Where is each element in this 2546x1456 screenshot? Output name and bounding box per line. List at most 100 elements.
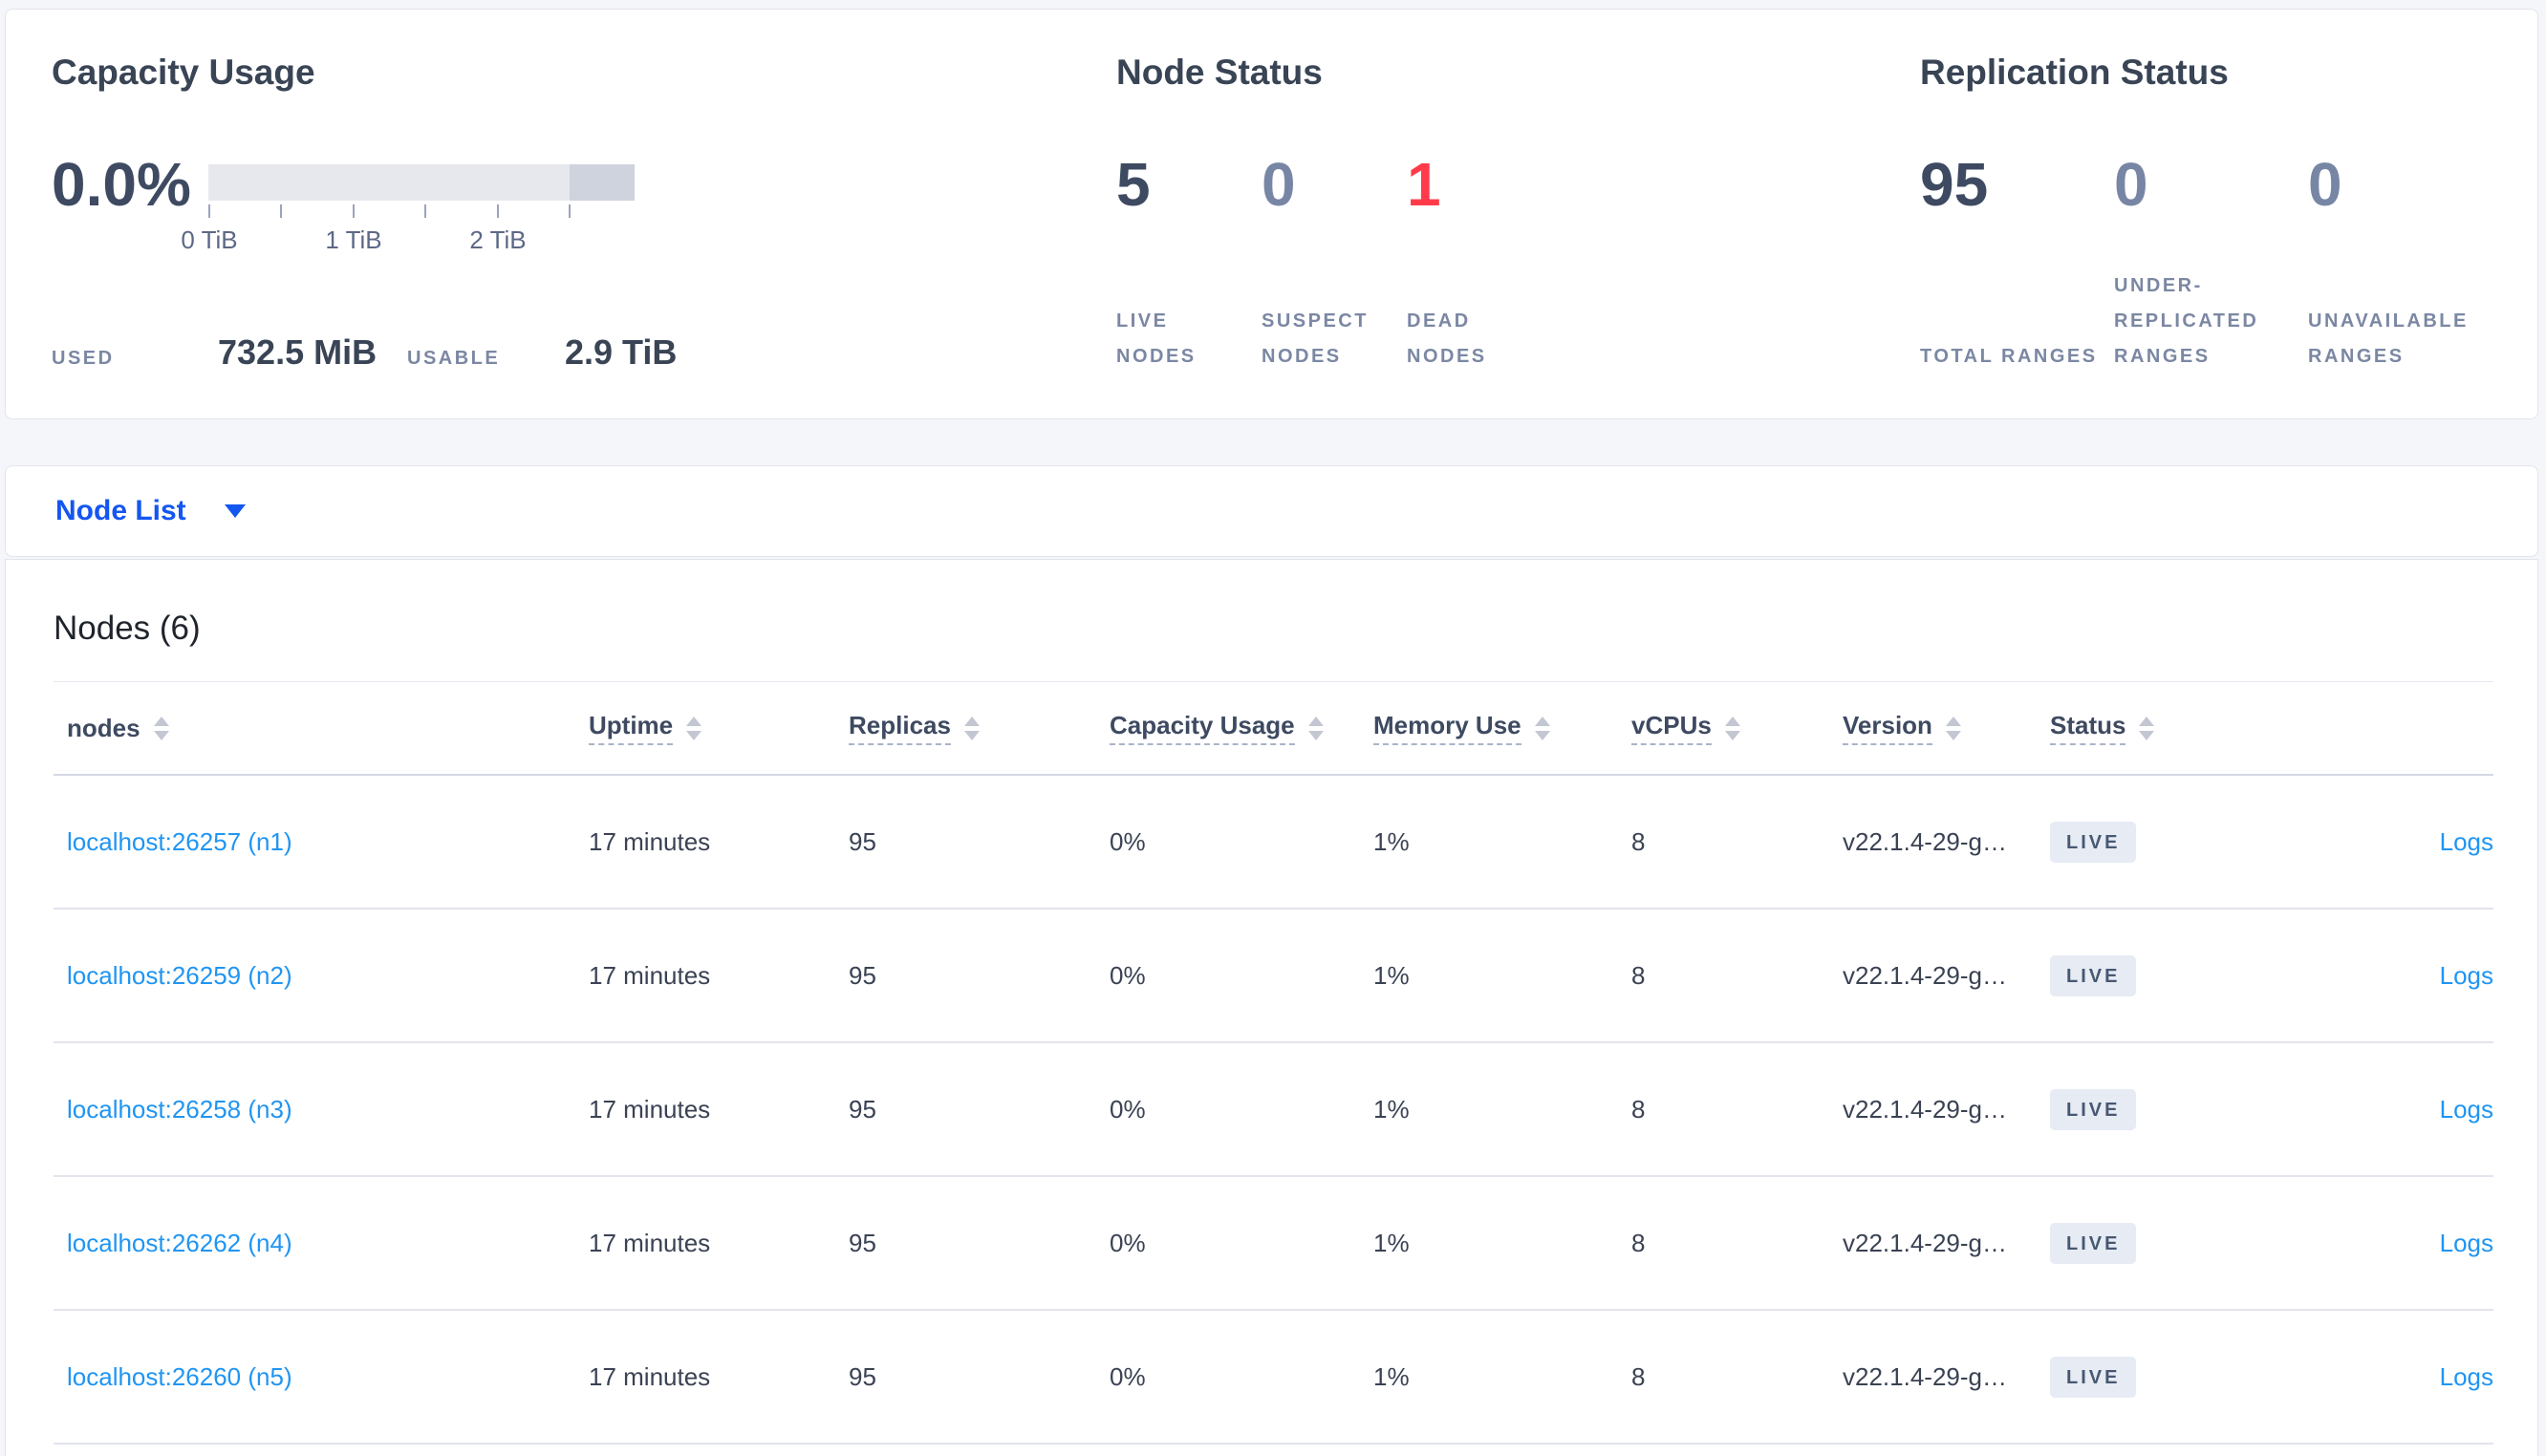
status-badge: LIVE [2050, 821, 2137, 863]
table-row: localhost:26262 (n4) 17 minutes 95 0% 1% 8 v22… [54, 1177, 2493, 1311]
sort-icon[interactable] [686, 716, 702, 740]
cell-uptime: 17 minutes [589, 1229, 849, 1258]
cell-node: localhost:26257 (n1) [54, 827, 589, 857]
status-badge: LIVE [2050, 1088, 2137, 1130]
cell-value: 17 minutes [589, 1094, 711, 1124]
capacity-percent-value: 0.0% [52, 150, 191, 219]
stat-value: 1 [1407, 150, 1441, 219]
cell-value: 8 [1631, 960, 1646, 990]
node-status-stats: 5 LIVE NODES 0 SUSPECT NODES 1 DEAD NODES [1116, 147, 1878, 375]
status-badge: LIVE [2050, 1222, 2137, 1264]
sort-icon[interactable] [1724, 716, 1740, 740]
sort-icon[interactable] [153, 716, 169, 740]
cell-version: v22.1.4-29-g… [1843, 961, 2050, 991]
logs-link[interactable]: Logs [2439, 826, 2493, 856]
cell-logs: Logs [2279, 1229, 2493, 1258]
cell-replicas: 95 [849, 1229, 1110, 1258]
column-header-vcpus[interactable]: vCPUs [1631, 711, 1843, 745]
capacity-usage-bar [208, 164, 635, 201]
cell-status: LIVE [2050, 821, 2279, 863]
sort-icon[interactable] [1307, 716, 1324, 740]
node-link[interactable]: localhost:26262 (n4) [67, 1228, 292, 1257]
cell-capacity_usage: 0% [1110, 1095, 1373, 1124]
view-selector-dropdown[interactable]: Node List [5, 465, 2538, 557]
cell-replicas: 95 [849, 1095, 1110, 1124]
cell-value: 1% [1373, 1361, 1410, 1391]
stat-value: 0 [2308, 150, 2342, 219]
cell-value: 1% [1373, 826, 1410, 856]
stat-value: 0 [2114, 150, 2148, 219]
cell-capacity_usage: 0% [1110, 827, 1373, 857]
column-header-status[interactable]: Status [2050, 711, 2279, 745]
cell-value: 95 [849, 1361, 876, 1391]
view-selector-label[interactable]: Node List [55, 495, 186, 526]
logs-link[interactable]: Logs [2439, 1361, 2493, 1391]
cell-value: 17 minutes [589, 1228, 711, 1257]
sort-icon[interactable] [1945, 716, 1961, 740]
capacity-usage-panel: Capacity Usage 0.0% 0 TiB 1 TiB 2 TiB US… [6, 10, 1074, 418]
chevron-down-icon [224, 504, 246, 518]
cell-uptime: 17 minutes [589, 961, 849, 991]
cell-memory_use: 1% [1373, 961, 1631, 991]
summary-stat: 5 LIVE NODES [1116, 147, 1262, 375]
replication-status-title: Replication Status [1920, 53, 2229, 92]
column-header-capacity_usage[interactable]: Capacity Usage [1110, 711, 1373, 745]
column-header-version[interactable]: Version [1843, 711, 2050, 745]
summary-stat: 0 UNAVAILABLE RANGES [2308, 147, 2502, 375]
cell-capacity_usage: 0% [1110, 961, 1373, 991]
node-link[interactable]: localhost:26258 (n3) [67, 1094, 292, 1124]
cell-version: v22.1.4-29-g… [1843, 1362, 2050, 1392]
capacity-usage-bar-chart: 0 TiB 1 TiB 2 TiB [181, 164, 635, 254]
logs-link[interactable]: Logs [2439, 960, 2493, 990]
cell-node: localhost:26258 (n3) [54, 1095, 589, 1124]
cell-value: v22.1.4-29-g… [1843, 1094, 2007, 1124]
nodes-section-title: Nodes (6) [54, 610, 201, 647]
axis-label-2tib: 2 TiB [469, 225, 527, 254]
logs-link[interactable]: Logs [2439, 1228, 2493, 1257]
cell-capacity_usage: 0% [1110, 1362, 1373, 1392]
cell-value: 17 minutes [589, 960, 711, 990]
cell-value: 95 [849, 960, 876, 990]
cell-memory_use: 1% [1373, 1229, 1631, 1258]
sort-icon[interactable] [963, 716, 980, 740]
cell-value: 1% [1373, 960, 1410, 990]
cell-vcpus: 8 [1631, 827, 1843, 857]
logs-link[interactable]: Logs [2439, 1094, 2493, 1124]
cell-value: 0% [1110, 960, 1146, 990]
used-label: USED [52, 348, 115, 369]
sort-icon[interactable] [2139, 716, 2155, 740]
cluster-summary-card: Capacity Usage 0.0% 0 TiB 1 TiB 2 TiB US… [5, 9, 2538, 419]
section-divider [54, 681, 2493, 682]
cell-value: 0% [1110, 1228, 1146, 1257]
cell-memory_use: 1% [1373, 827, 1631, 857]
node-link[interactable]: localhost:26257 (n1) [67, 826, 292, 856]
column-header-replicas[interactable]: Replicas [849, 711, 1110, 745]
node-link[interactable]: localhost:26259 (n2) [67, 960, 292, 990]
cell-value: v22.1.4-29-g… [1843, 960, 2007, 990]
table-body: localhost:26257 (n1) 17 minutes 95 0% 1% 8 v22… [54, 776, 2493, 1445]
cell-value: 17 minutes [589, 826, 711, 856]
usable-value: 2.9 TiB [565, 332, 678, 372]
stat-value: 0 [1262, 150, 1296, 219]
cell-status: LIVE [2050, 954, 2279, 996]
cell-vcpus: 8 [1631, 1362, 1843, 1392]
sort-icon[interactable] [1534, 716, 1550, 740]
stat-label: LIVE NODES [1116, 310, 1197, 367]
column-header-label: Uptime [589, 711, 674, 745]
nodes-list-card: Nodes (6) nodes Uptime Replicas Capacity Us… [5, 559, 2538, 1456]
cell-uptime: 17 minutes [589, 827, 849, 857]
cell-value: 0% [1110, 1361, 1146, 1391]
status-badge: LIVE [2050, 954, 2137, 996]
stat-label: SUSPECT NODES [1262, 310, 1369, 367]
summary-stat: 0 SUSPECT NODES [1262, 147, 1407, 375]
column-header-uptime[interactable]: Uptime [589, 711, 849, 745]
table-row: localhost:26259 (n2) 17 minutes 95 0% 1% 8 v22… [54, 910, 2493, 1043]
column-header-node[interactable]: nodes [54, 714, 589, 743]
cell-value: 8 [1631, 1228, 1646, 1257]
column-header-memory_use[interactable]: Memory Use [1373, 711, 1631, 745]
node-link[interactable]: localhost:26260 (n5) [67, 1361, 292, 1391]
cell-node: localhost:26259 (n2) [54, 961, 589, 991]
stat-value: 5 [1116, 150, 1151, 219]
cell-vcpus: 8 [1631, 1095, 1843, 1124]
capacity-axis-labels: 0 TiB 1 TiB 2 TiB [181, 222, 635, 254]
